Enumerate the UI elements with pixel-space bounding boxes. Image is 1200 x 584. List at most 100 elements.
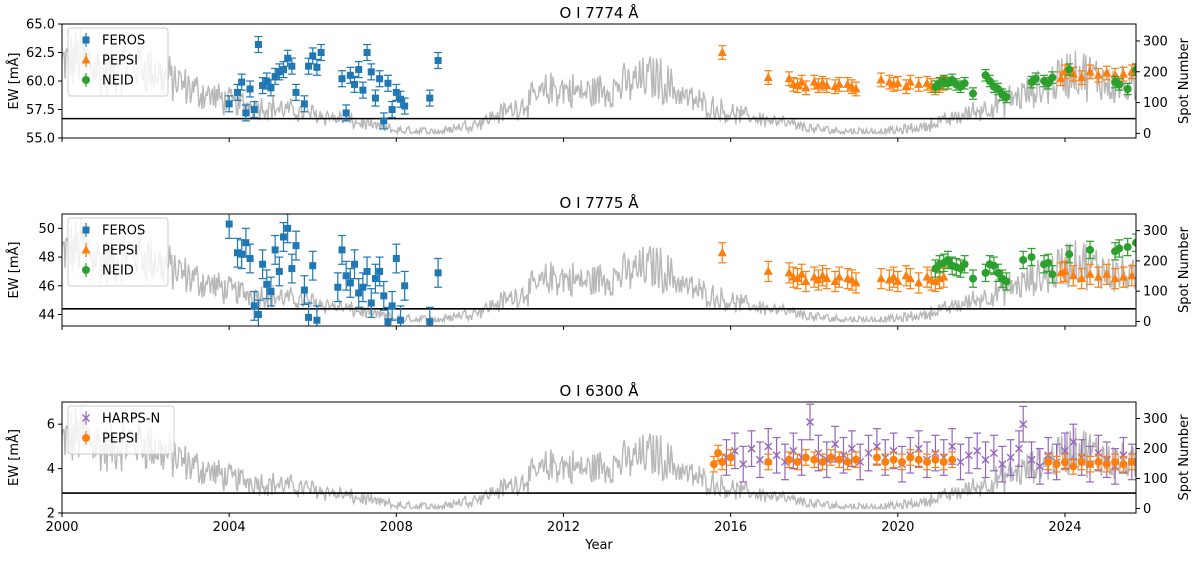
data-point [1110,273,1120,283]
data-point [396,95,404,103]
data-point [1077,273,1087,283]
data-point [1069,462,1078,471]
data-point [1085,269,1095,278]
y-axis-label: EW [mÅ] [6,242,22,299]
data-point [793,80,803,90]
data-point [914,455,923,464]
y-right-tick-label: 300 [1143,224,1168,239]
data-point [810,455,819,464]
data-point [797,269,807,278]
data-point [292,88,300,96]
data-point [948,442,957,451]
y-right-tick-label: 0 [1143,502,1151,517]
y-tick-label: 57.5 [26,103,55,118]
data-point [1060,457,1069,466]
data-point [801,276,811,285]
data-point [1085,66,1095,76]
data-point [764,442,773,451]
data-point [1086,245,1095,254]
data-point [864,449,873,458]
data-point [246,255,254,263]
data-point [960,260,969,269]
data-point [225,220,233,228]
series-neid [931,63,1136,104]
data-point [384,318,392,326]
data-point [1123,84,1132,93]
y-right-tick-label: 300 [1143,34,1168,49]
data-point [939,457,948,466]
data-point [764,457,773,466]
data-point [717,47,727,56]
data-point [1065,250,1074,259]
data-point [901,270,911,280]
legend: FEROS PEPSI NEID [67,27,169,97]
data-point [943,255,952,264]
data-point [242,109,250,117]
data-point [1102,68,1112,77]
data-point [367,299,375,307]
y-tick-label: 2 [47,507,55,522]
y-right-tick-label: 100 [1143,285,1168,300]
data-point [292,242,300,250]
data-point [267,288,275,296]
data-point [709,460,718,469]
data-point [772,451,781,460]
data-point [831,440,840,449]
y-right-axis-label: Spot Number [1177,226,1192,313]
data-point [1086,460,1095,469]
data-point [994,268,1003,277]
data-point [288,265,296,273]
data-point [254,311,262,319]
series-feros [225,214,443,326]
data-point [1094,457,1103,466]
panel-title: O I 7775 Å [560,193,640,212]
data-point [914,79,924,88]
data-point [1127,270,1136,280]
data-point [893,78,903,87]
data-point [288,62,296,70]
legend-label: FEROS [102,224,145,239]
y-tick-label: 65.0 [26,18,55,33]
data-point [275,267,283,275]
data-point [367,68,375,76]
data-point [822,80,832,90]
legend-label: NEID [102,264,134,279]
data-point [730,446,739,455]
x-tick-label: 2024 [1048,520,1081,535]
data-point [1123,243,1132,252]
panel-title: O I 7774 Å [560,3,640,22]
data-point [1019,420,1028,429]
data-point [359,86,367,94]
data-point [1119,451,1128,460]
legend-label: NEID [102,74,134,89]
y-tick-label: 50 [38,222,55,237]
data-point [797,77,807,86]
data-point [1056,73,1066,83]
data-point [905,273,915,283]
data-point [960,79,969,88]
data-point [956,457,965,466]
data-point [1027,253,1036,262]
data-point [396,316,404,324]
data-point [906,453,915,462]
data-point [901,81,911,91]
y-tick-label: 48 [38,251,55,266]
data-point [889,455,898,464]
data-point [809,272,819,281]
y-axis-label: EW [mÅ] [6,429,22,486]
legend-marker [82,226,90,234]
data-point [279,66,287,74]
data-point [317,49,325,56]
data-point [1127,66,1136,76]
data-point [755,455,764,464]
data-point [1002,277,1011,286]
data-point [1069,437,1078,446]
series-pepsi [717,45,1136,97]
data-point [989,261,998,270]
data-point [1014,444,1023,453]
data-point [284,54,292,62]
y-right-tick-label: 200 [1143,65,1168,80]
series-neid [931,233,1136,291]
data-point [784,73,794,83]
data-point [872,442,881,451]
